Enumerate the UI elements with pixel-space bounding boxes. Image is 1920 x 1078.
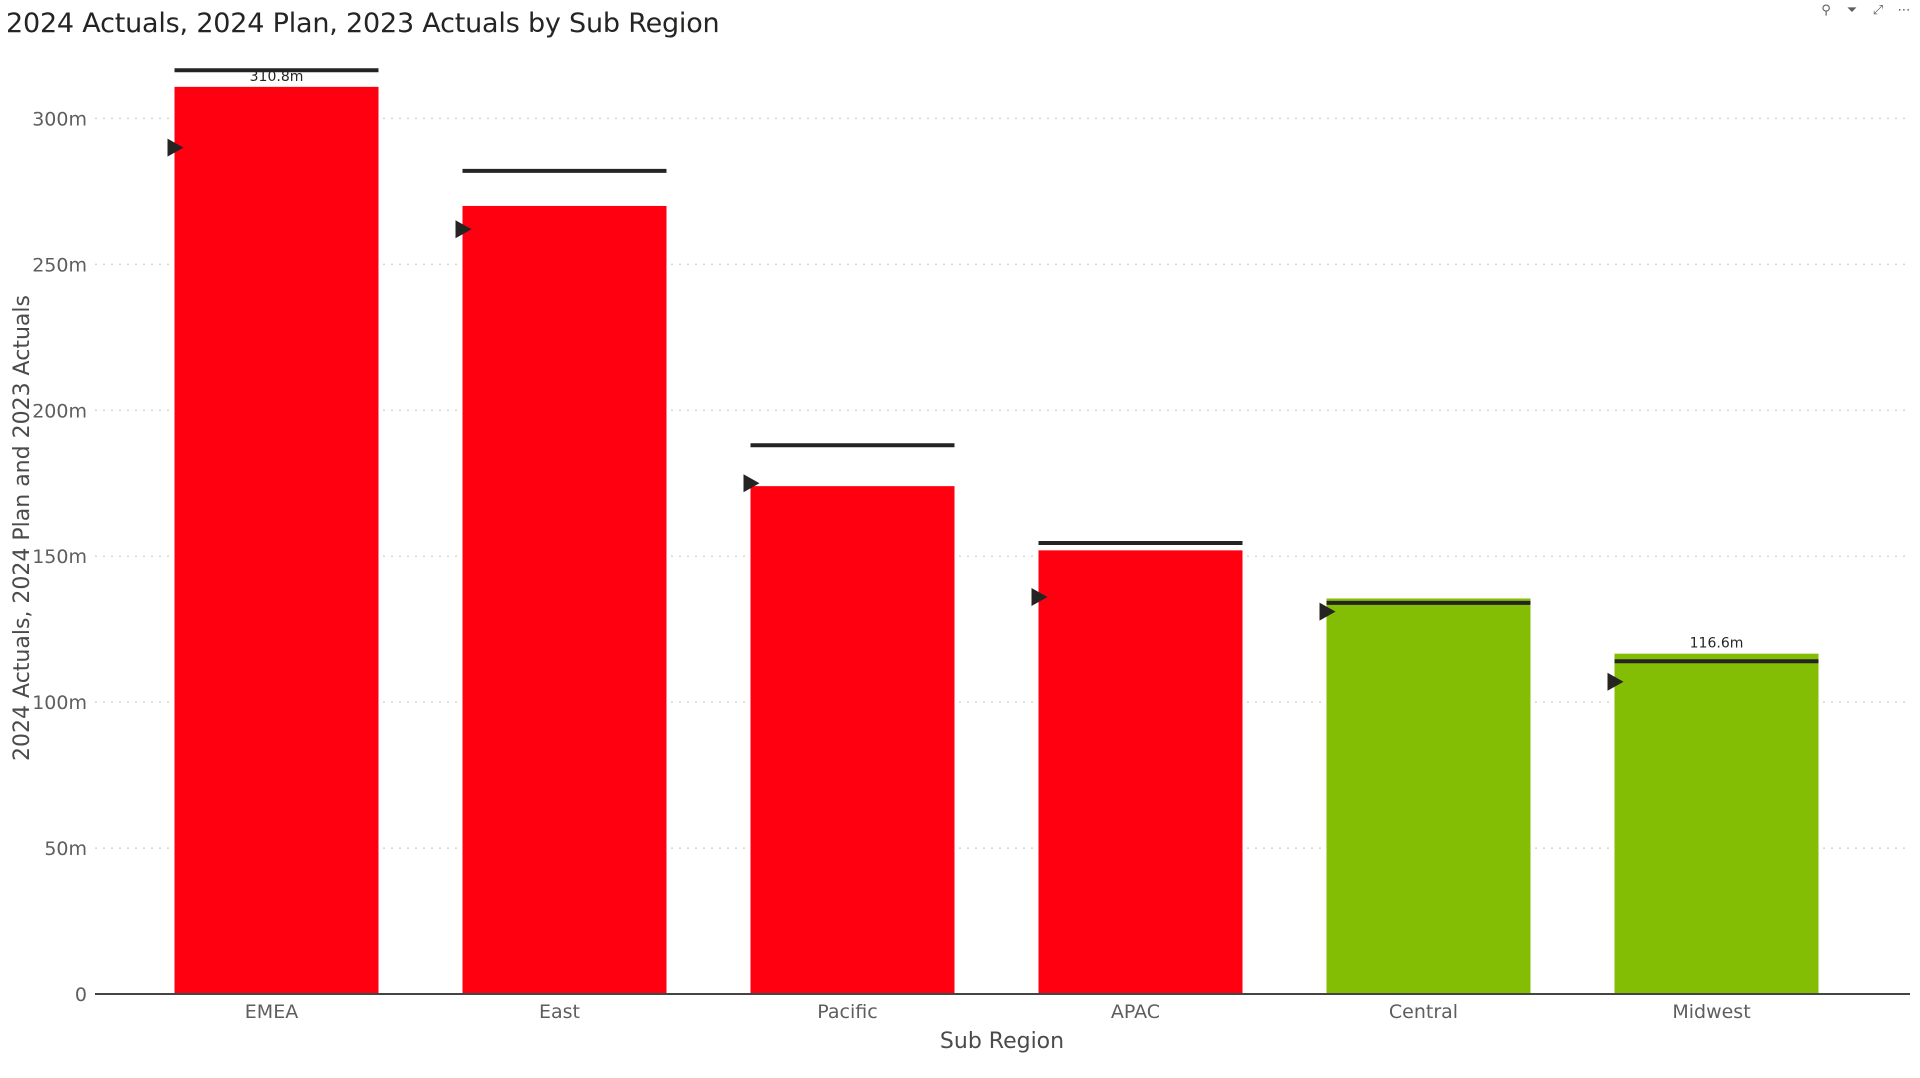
y-tick-label: 300m <box>32 108 87 130</box>
x-tick-label: APAC <box>1111 1001 1160 1023</box>
x-tick-label: East <box>539 1001 580 1023</box>
x-tick-label: EMEA <box>245 1001 298 1023</box>
prior-year-marker-east <box>455 220 472 239</box>
prior-year-marker-pacific <box>743 474 760 493</box>
bar-apac <box>1038 550 1243 994</box>
x-tick-label: Central <box>1389 1001 1458 1023</box>
more-options-icon[interactable]: ⋯ <box>1897 2 1911 17</box>
bar-pacific <box>750 486 955 994</box>
y-tick-label: 100m <box>32 692 87 714</box>
y-tick-label: 0 <box>75 984 87 1006</box>
prior-year-marker-midwest <box>1607 672 1624 691</box>
y-tick-label: 150m <box>32 546 87 568</box>
bar-east <box>462 205 667 994</box>
bar-central <box>1326 598 1531 994</box>
y-axis-title: 2024 Actuals, 2024 Plan and 2023 Actuals <box>10 295 35 761</box>
data-label: 310.8m <box>250 69 304 85</box>
y-tick-label: 250m <box>32 254 87 276</box>
focus-mode-icon[interactable]: ⤢ <box>1872 2 1884 17</box>
bar-midwest <box>1614 653 1819 994</box>
y-tick-label: 200m <box>32 400 87 422</box>
prior-year-marker-emea <box>167 138 184 157</box>
bar-emea <box>174 86 379 995</box>
chart-title: 2024 Actuals, 2024 Plan, 2023 Actuals by… <box>6 8 720 39</box>
x-tick-label: Pacific <box>817 1001 877 1023</box>
filter-icon[interactable]: ⏷ <box>1846 2 1858 17</box>
x-tick-label: Midwest <box>1672 1001 1750 1023</box>
data-label: 116.6m <box>1690 636 1744 652</box>
x-axis-title: Sub Region <box>940 1029 1064 1054</box>
pin-icon[interactable]: ⚲ <box>1821 2 1831 17</box>
prior-year-marker-central <box>1319 602 1336 621</box>
y-tick-label: 50m <box>44 838 87 860</box>
visual-header-icons: ⚲ ⏷ ⤢ ⋯ <box>1818 2 1912 18</box>
prior-year-marker-apac <box>1031 588 1048 607</box>
